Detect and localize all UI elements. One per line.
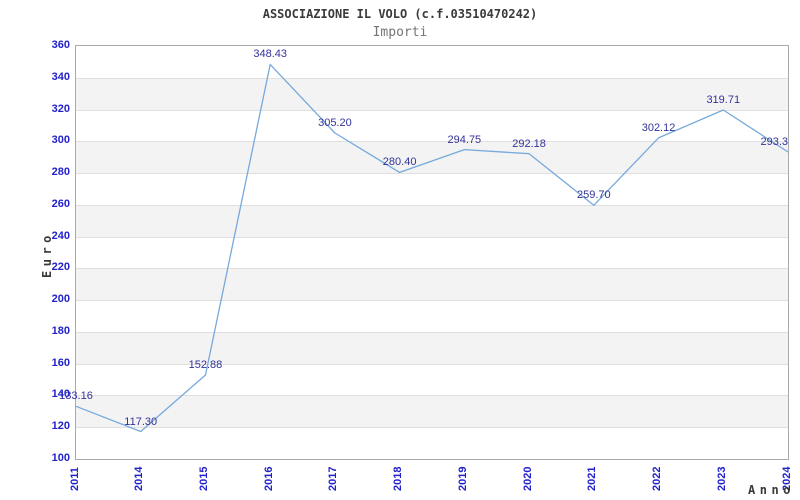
x-tick-label: 2022 — [651, 466, 664, 491]
y-tick-label: 240 — [51, 229, 70, 242]
line-series — [75, 63, 789, 433]
x-axis-title: Anno — [748, 483, 795, 497]
gridline — [76, 77, 788, 79]
plot-bands — [76, 46, 788, 459]
gridline — [76, 141, 788, 143]
data-point-label: 259.70 — [576, 189, 611, 202]
point-labels: 133.16 117.30 152.88 348.43 305.20 280.40 294.… — [59, 46, 788, 459]
data-point-label: 293.3 — [760, 135, 788, 148]
y-tick-label: 200 — [51, 293, 70, 306]
y-tick-label: 300 — [51, 134, 70, 147]
gridline — [76, 300, 788, 302]
x-tick-label: 2018 — [392, 466, 405, 491]
gridline — [76, 395, 788, 397]
gridline — [76, 173, 788, 175]
y-tick-label: 260 — [51, 197, 70, 210]
x-tick-label: 2019 — [456, 466, 469, 491]
plot-band — [76, 204, 788, 237]
y-tick-label: 220 — [51, 261, 70, 274]
data-point-label: 152.88 — [188, 359, 223, 371]
y-tick-label: 320 — [51, 102, 70, 115]
data-point-label: 133.16 — [59, 390, 93, 403]
x-tick-label: 2020 — [521, 466, 534, 491]
data-point-label: 292.18 — [512, 137, 546, 150]
plot-band — [76, 363, 788, 396]
gridline — [76, 268, 788, 270]
y-tick-label: 100 — [51, 452, 70, 464]
y-axis-title: Euro — [40, 231, 54, 278]
data-point-label: 117.30 — [124, 415, 158, 428]
y-tick-label: 180 — [51, 324, 70, 337]
data-point-label: 319.71 — [706, 93, 741, 106]
gridline — [76, 236, 788, 238]
plot-band — [76, 268, 788, 301]
gridline — [76, 109, 788, 111]
plot-band — [76, 77, 788, 110]
y-tick-label: 160 — [51, 356, 70, 369]
plot-band — [76, 236, 788, 269]
data-point-label: 348.43 — [253, 48, 287, 61]
importi-line — [75, 63, 789, 433]
gridline — [76, 363, 788, 365]
x-tick-label: 2015 — [197, 466, 210, 491]
x-tick-label: 2017 — [327, 466, 340, 491]
y-tick-label: 140 — [51, 388, 70, 401]
x-tick-label: 2021 — [586, 466, 599, 491]
plot-band — [76, 173, 788, 205]
data-point-label: 302.12 — [641, 121, 676, 134]
plot-band — [76, 300, 788, 332]
plot-area: 133.16 117.30 152.88 348.43 305.20 280.40 294.… — [59, 45, 789, 460]
y-tick-label: 280 — [51, 166, 70, 179]
plot-band — [76, 427, 788, 459]
x-tick-label: 2014 — [133, 466, 146, 491]
y-tick-label: 120 — [51, 420, 70, 433]
chart-subtitle: Importi — [372, 25, 428, 40]
x-tick-label: 2023 — [715, 466, 728, 491]
chart-title: ASSOCIAZIONE IL VOLO (c.f.03510470242) — [262, 7, 538, 21]
y-tick-label: 360 — [51, 39, 70, 51]
data-point-label: 294.75 — [447, 133, 482, 146]
plot-band — [76, 109, 788, 142]
plot-band — [76, 141, 788, 174]
plot-band — [76, 46, 788, 78]
gridline — [76, 204, 788, 206]
data-point-label: 305.20 — [318, 117, 352, 130]
x-tick-label: 2016 — [262, 466, 275, 491]
plot-band — [76, 395, 788, 428]
y-tick-label: 340 — [51, 70, 70, 83]
gridline — [76, 427, 788, 429]
plot-band — [76, 331, 788, 364]
data-point-label: 280.40 — [382, 156, 417, 169]
x-tick-label: 2011 — [68, 467, 81, 491]
gridline — [76, 331, 788, 333]
